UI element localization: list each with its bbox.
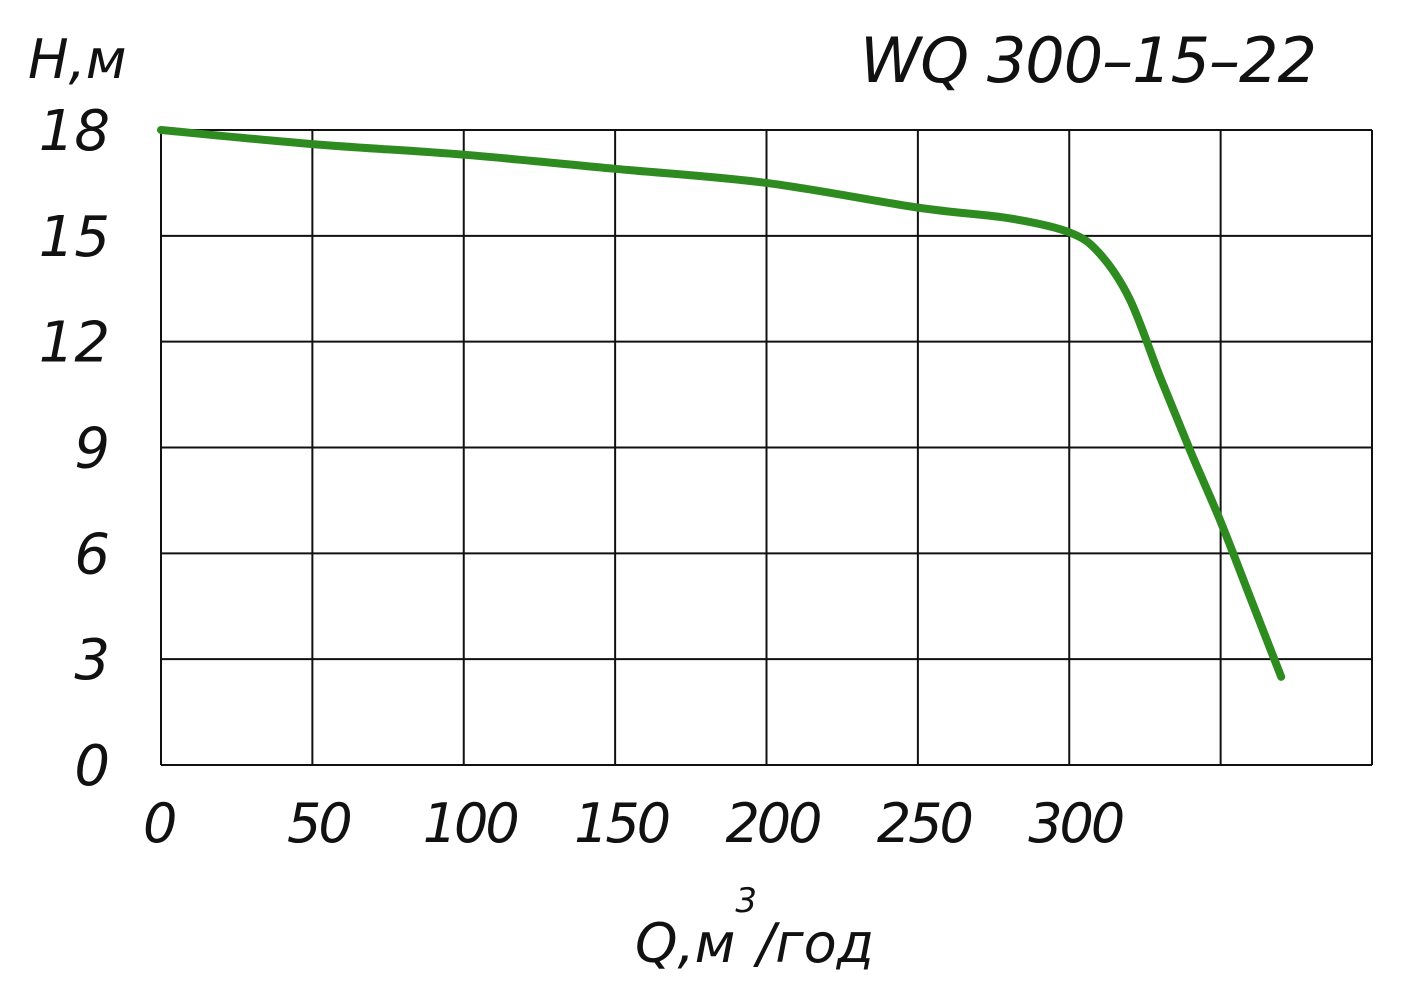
y-axis-label: Н,м xyxy=(28,28,127,91)
y-tick-label: 6 xyxy=(74,522,110,587)
x-tick-label: 100 xyxy=(423,792,518,855)
x-tick-label: 200 xyxy=(725,792,820,855)
series-layer xyxy=(157,126,1286,681)
chart-title: WQ 300–15–22 xyxy=(860,24,1316,97)
x-axis-label-main: Q,м xyxy=(635,912,735,975)
x-axis-label-suffix: /год xyxy=(753,912,874,975)
series-line xyxy=(157,126,1286,681)
x-tick-label: 250 xyxy=(877,792,972,855)
y-tick-label: 9 xyxy=(74,417,110,482)
x-axis-label-superscript: 3 xyxy=(735,881,757,921)
grid xyxy=(160,129,1373,766)
x-tick-label: 50 xyxy=(287,792,350,855)
y-axis-tick-labels: 0 3 6 9 12 15 18 xyxy=(39,99,110,799)
x-axis-label: Q,м3/год xyxy=(635,881,874,975)
y-tick-label: 15 xyxy=(39,205,110,270)
x-tick-label: 150 xyxy=(574,792,669,855)
y-tick-label: 12 xyxy=(39,311,110,376)
y-tick-label: 3 xyxy=(74,628,110,693)
y-tick-label: 0 xyxy=(74,734,110,799)
y-tick-label: 18 xyxy=(39,99,110,164)
x-tick-label: 0 xyxy=(143,792,175,855)
x-tick-label: 300 xyxy=(1028,792,1123,855)
x-axis-tick-labels: 0 50 100 150 200 250 300 xyxy=(143,792,1126,855)
